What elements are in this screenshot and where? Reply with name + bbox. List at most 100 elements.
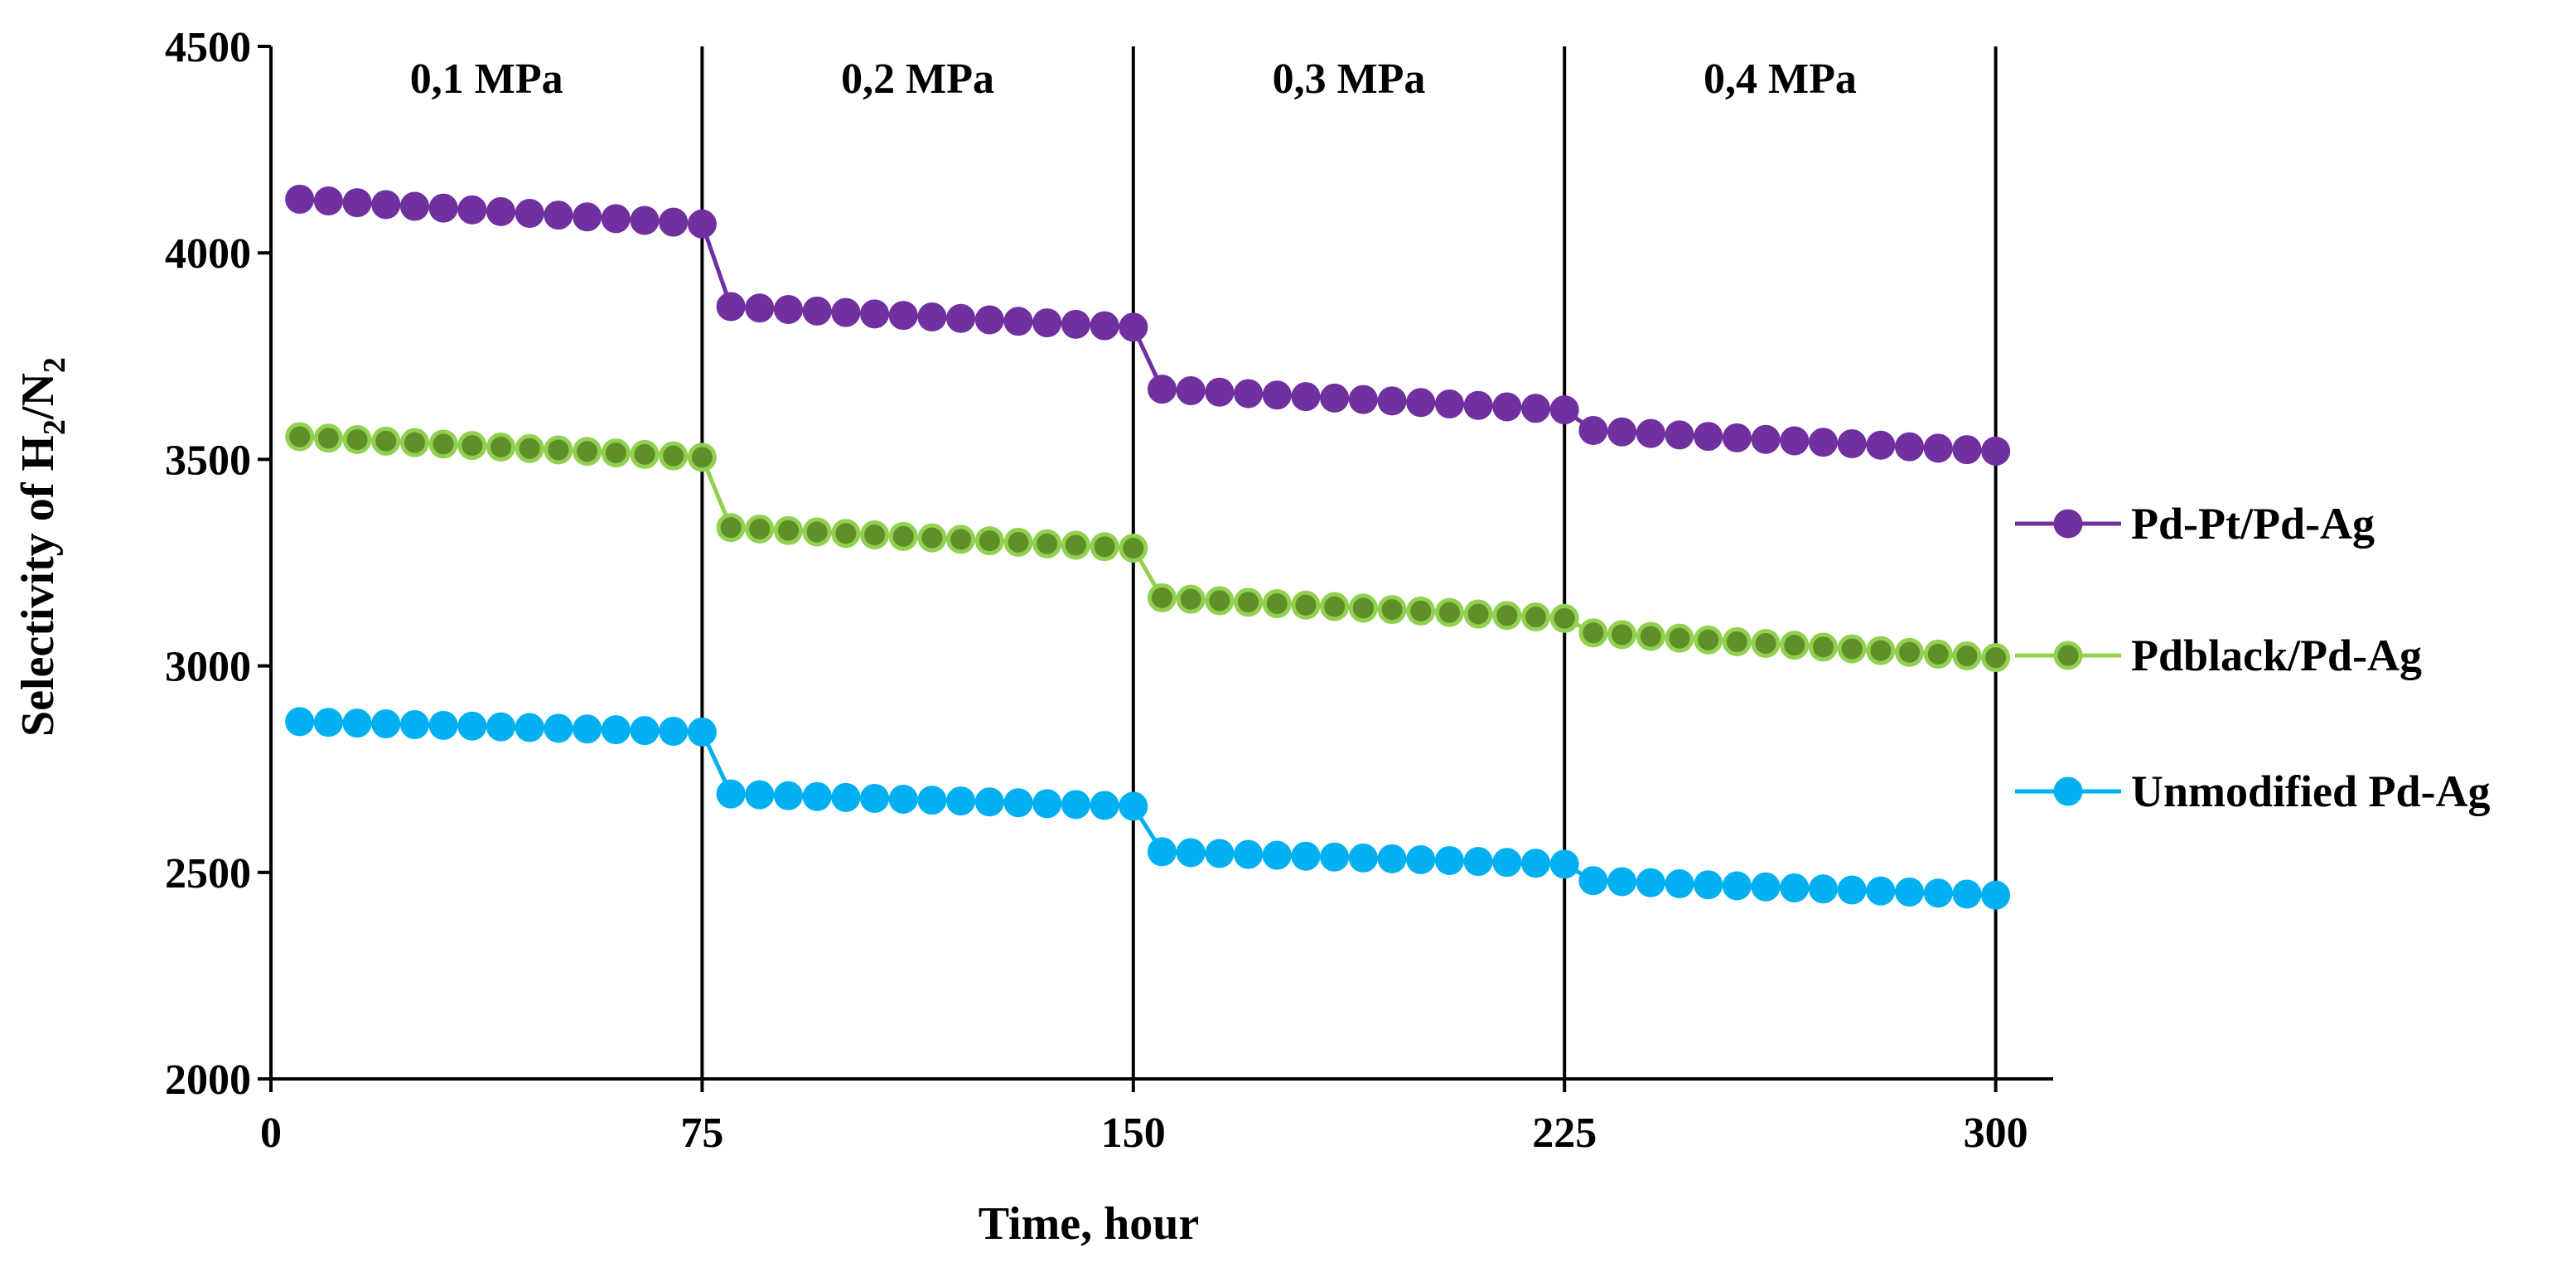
data-point [1351,845,1375,870]
data-point [863,786,887,810]
data-point [316,710,341,735]
x-tick-label: 225 [1532,1110,1597,1157]
data-point [1552,852,1577,877]
data-point [1006,530,1031,554]
data-point [805,298,829,323]
data-point [1322,385,1347,410]
data-point [1293,592,1318,617]
data-point [863,302,887,326]
data-point [891,787,916,812]
y-axis-title: Selectivity of H2/N2 [12,357,72,737]
data-point [1178,378,1203,403]
data-point [316,426,341,451]
data-point [1092,534,1117,559]
data-point [517,201,542,225]
data-point [1782,428,1807,453]
data-point [747,782,772,807]
y-axis-title-sub1: 2 [37,419,72,435]
data-point [603,441,628,466]
data-point [402,194,427,219]
data-point [1466,602,1491,626]
data-point [977,790,1002,815]
data-point [632,718,657,743]
data-point [891,524,916,549]
data-point [1782,633,1807,658]
data-point [374,428,399,453]
data-point [1955,643,1979,668]
data-point [920,788,945,813]
data-point [345,428,370,452]
data-point [1667,423,1692,447]
legend-item: Pd-Pt/Pd-Ag [2015,499,2375,549]
data-point [1782,875,1807,900]
y-axis-title-sub2: 2 [37,357,72,373]
data-point [288,186,312,211]
data-point [1955,882,1979,907]
data-point [1495,850,1520,875]
data-point [1121,315,1146,340]
data-point [1955,438,1979,462]
data-point [1667,872,1692,897]
region-label: 0,4 MPa [1704,56,1857,103]
data-point [1437,849,1462,873]
data-point [1207,588,1232,613]
data-point [949,527,974,552]
y-tick-label: 3000 [165,644,251,691]
data-point [863,523,887,548]
legend-label: Pdblack/Pd-Ag [2131,631,2422,680]
data-point [1035,311,1060,336]
data-point [1150,585,1175,610]
data-point [1322,594,1347,619]
data-point [1495,394,1520,419]
data-point [949,789,974,814]
x-tick-label: 0 [260,1110,282,1157]
data-point [805,784,829,809]
data-point [1897,640,1922,665]
legend-marker [2056,511,2081,536]
data-point [1696,627,1721,652]
series-2 [288,709,2008,907]
data-point [316,189,341,214]
data-point [374,712,399,737]
series-0 [288,186,2008,463]
data-point [1839,432,1864,457]
data-point [1724,873,1749,898]
data-point [1409,598,1433,623]
data-point [1524,396,1549,421]
data-point [1552,398,1577,423]
legend-marker [2056,779,2081,804]
data-point [661,210,686,235]
data-point [689,211,714,236]
data-point [1178,587,1203,612]
data-point [1724,629,1749,654]
data-point [460,433,485,458]
data-point [1581,621,1606,646]
data-point [460,197,485,222]
series-group [288,186,2008,907]
data-point [1264,843,1289,868]
legend-item: Unmodified Pd-Ag [2015,766,2491,816]
data-point [1351,596,1375,621]
data-point [1610,869,1635,894]
y-tick-labels: 2000 2500 3000 3500 4000 4500 [165,24,251,1104]
x-tick-label: 75 [680,1110,723,1157]
data-point [776,783,800,808]
legend-item: Pdblack/Pd-Ag [2015,631,2422,680]
y-axis-title-mid: /N [12,373,64,420]
data-point [1092,793,1117,818]
x-axis-title: Time, hour [979,1198,1200,1250]
data-point [1868,878,1893,903]
data-point [1150,377,1175,402]
data-point [288,709,312,734]
data-point [1610,622,1635,647]
legend-label: Unmodified Pd-Ag [2131,766,2491,816]
data-point [489,434,514,459]
data-point [718,294,743,319]
data-point [1926,641,1950,666]
data-point [603,206,628,231]
data-point [1006,791,1031,815]
data-point [1839,878,1864,902]
data-point [1610,419,1635,444]
y-tick-label: 2000 [165,1057,251,1104]
